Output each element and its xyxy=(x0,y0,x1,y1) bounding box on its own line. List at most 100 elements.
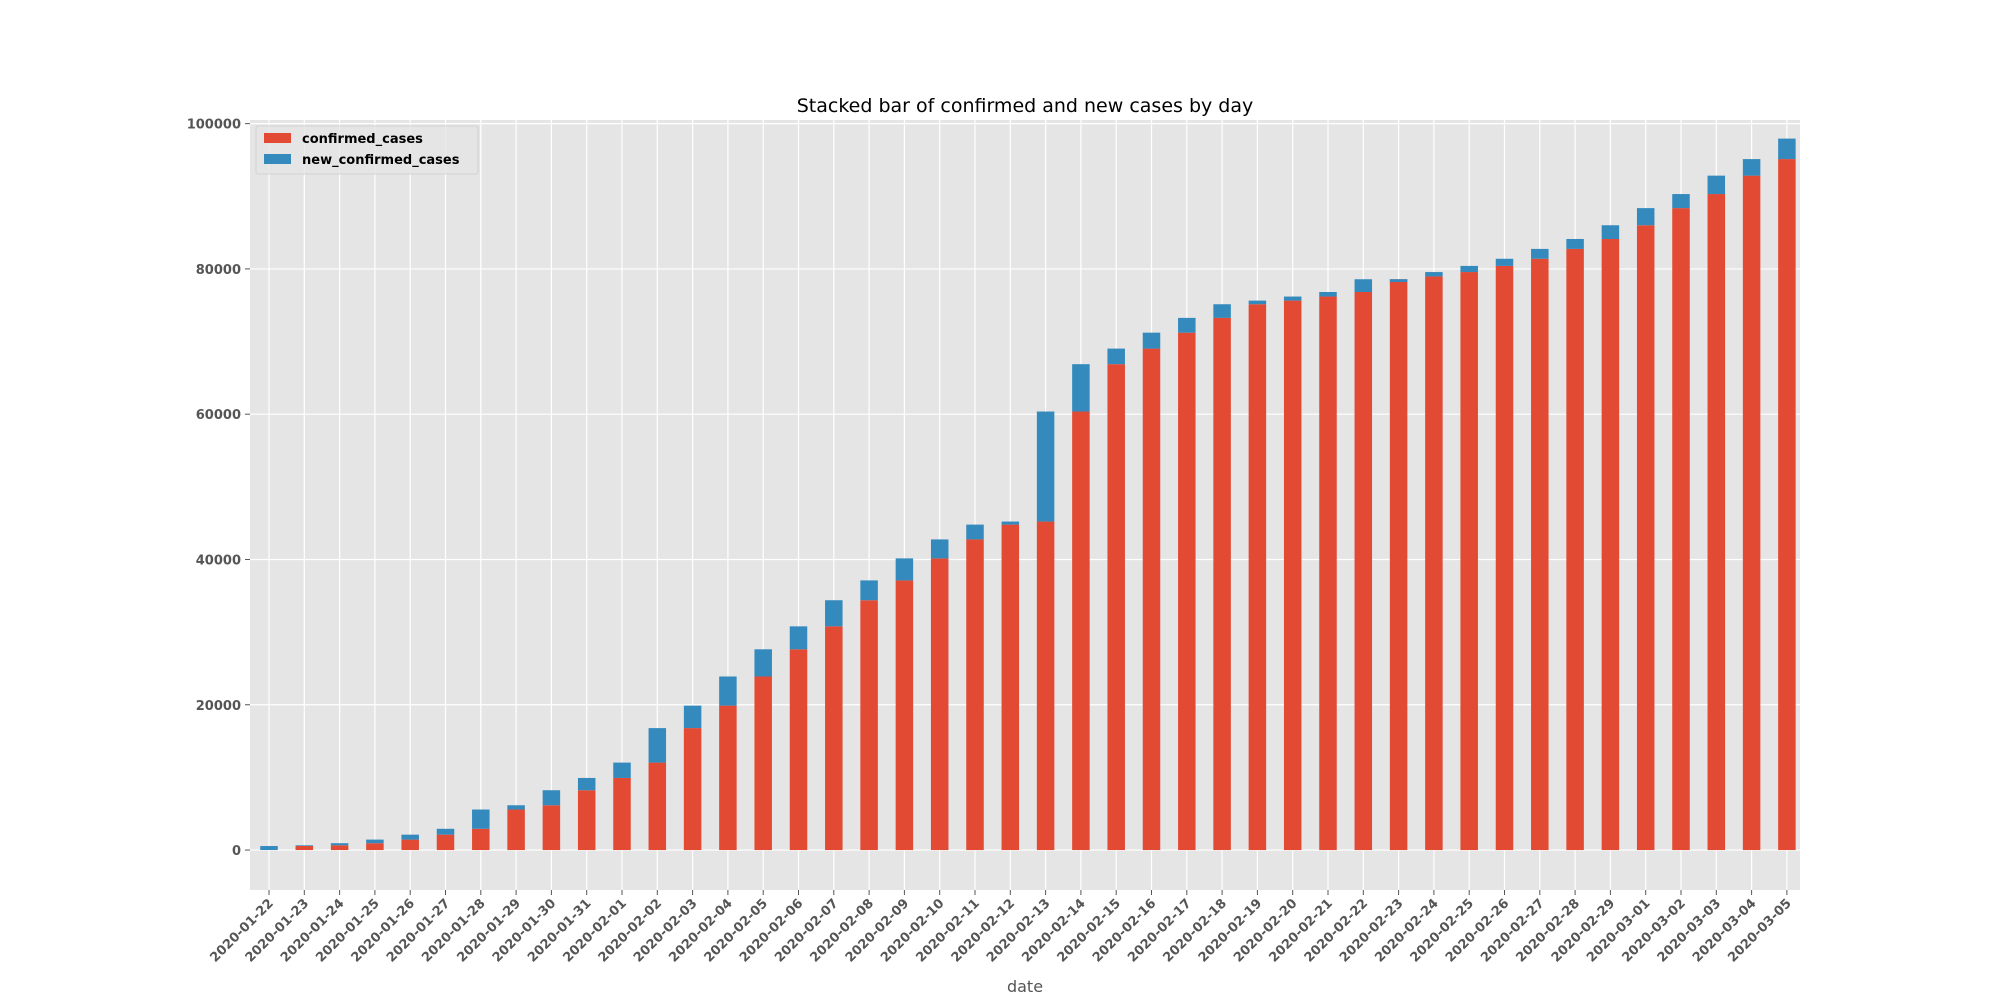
bar-new-confirmed xyxy=(1531,248,1549,259)
bar-confirmed xyxy=(1072,411,1090,851)
bar-new-confirmed xyxy=(295,845,314,847)
bar-new-confirmed xyxy=(366,839,384,844)
bar-confirmed xyxy=(1107,364,1125,851)
bar-new-confirmed xyxy=(1460,265,1478,273)
bar-new-confirmed xyxy=(401,834,419,840)
bar-new-confirmed xyxy=(825,600,843,627)
bar-new-confirmed xyxy=(1142,332,1161,349)
bar-new-confirmed xyxy=(260,846,278,851)
bar-confirmed xyxy=(966,539,984,851)
bar-confirmed xyxy=(1707,194,1726,851)
bar-confirmed xyxy=(542,805,561,851)
bar-new-confirmed xyxy=(1072,364,1090,412)
y-tick-label: 20000 xyxy=(196,699,241,714)
bar-new-confirmed xyxy=(1636,208,1655,226)
bars-group xyxy=(260,138,1796,851)
y-axis: 0 20000 40000 60000 80000 100000 xyxy=(187,118,250,859)
x-tick-label: 2020-03-05 xyxy=(1725,896,1794,965)
bar-new-confirmed xyxy=(1425,272,1443,277)
bar-new-confirmed xyxy=(895,558,914,581)
bar-new-confirmed xyxy=(1672,194,1690,209)
bar-new-confirmed xyxy=(1107,348,1125,365)
bar-confirmed xyxy=(1460,272,1478,851)
bar-confirmed xyxy=(683,728,702,851)
bar-confirmed xyxy=(930,558,949,851)
bar-confirmed xyxy=(1566,248,1584,851)
bar-confirmed xyxy=(1213,317,1231,851)
bar-new-confirmed xyxy=(1495,258,1514,266)
bar-new-confirmed xyxy=(789,626,808,650)
bar-new-confirmed xyxy=(1036,411,1055,522)
bar-new-confirmed xyxy=(1283,296,1302,301)
bar-confirmed xyxy=(1319,296,1337,851)
y-tick-label: 60000 xyxy=(196,408,241,423)
bar-confirmed xyxy=(719,705,737,851)
bar-confirmed xyxy=(577,790,596,851)
bar-confirmed xyxy=(472,828,490,851)
y-tick-label: 80000 xyxy=(196,263,241,278)
bar-confirmed xyxy=(1283,300,1302,851)
bar-new-confirmed xyxy=(1778,138,1796,160)
bar-confirmed xyxy=(1742,175,1761,851)
bar-confirmed xyxy=(895,580,914,851)
legend-swatch-new xyxy=(264,154,291,164)
bar-confirmed xyxy=(436,834,455,851)
bar-new-confirmed xyxy=(472,809,490,829)
bar-new-confirmed xyxy=(1742,159,1761,176)
bar-confirmed xyxy=(1389,279,1408,851)
bar-confirmed xyxy=(613,777,631,851)
bar-new-confirmed xyxy=(930,539,949,559)
bar-confirmed xyxy=(1778,159,1796,851)
bar-new-confirmed xyxy=(1213,304,1231,318)
bar-new-confirmed xyxy=(1354,279,1373,292)
bar-new-confirmed xyxy=(754,649,772,677)
legend-swatch-confirmed xyxy=(264,133,291,143)
y-tick-label: 40000 xyxy=(196,553,241,568)
bar-new-confirmed xyxy=(860,580,878,601)
y-tick-label: 0 xyxy=(232,844,241,859)
bar-new-confirmed xyxy=(507,805,525,810)
bar-confirmed xyxy=(295,846,314,851)
bar-new-confirmed xyxy=(966,524,984,540)
y-tick-label: 100000 xyxy=(187,118,241,133)
x-axis: 2020-01-222020-01-232020-01-242020-01-25… xyxy=(207,890,1795,966)
bar-confirmed xyxy=(1531,258,1549,851)
bar-confirmed xyxy=(366,843,384,851)
bar-confirmed xyxy=(1001,524,1020,851)
bar-new-confirmed xyxy=(1248,300,1267,305)
bar-new-confirmed xyxy=(719,676,737,706)
bar-confirmed xyxy=(1495,265,1514,851)
x-axis-label: date xyxy=(1007,977,1043,996)
bar-confirmed xyxy=(401,839,419,851)
bar-new-confirmed xyxy=(683,705,702,729)
bar-new-confirmed xyxy=(1178,317,1196,333)
bar-confirmed xyxy=(648,762,667,851)
bar-confirmed xyxy=(1248,304,1267,851)
legend-box xyxy=(255,125,479,175)
legend-label-new: new_confirmed_cases xyxy=(302,153,460,168)
bar-new-confirmed xyxy=(542,790,561,806)
bar-new-confirmed xyxy=(613,762,631,778)
bar-confirmed xyxy=(1601,238,1620,851)
bar-confirmed xyxy=(1425,276,1443,851)
bar-new-confirmed xyxy=(330,843,349,846)
bar-new-confirmed xyxy=(1389,279,1408,283)
legend-label-confirmed: confirmed_cases xyxy=(302,132,423,147)
bar-confirmed xyxy=(1354,291,1373,851)
chart-title: Stacked bar of confirmed and new cases b… xyxy=(797,95,1253,117)
bar-confirmed xyxy=(789,649,808,851)
bar-confirmed xyxy=(1036,521,1055,851)
bar-new-confirmed xyxy=(577,777,596,791)
bar-confirmed xyxy=(507,809,525,851)
legend: confirmed_cases new_confirmed_cases xyxy=(255,125,479,175)
bar-confirmed xyxy=(1636,225,1655,851)
bar-new-confirmed xyxy=(1707,175,1726,195)
bar-new-confirmed xyxy=(1001,521,1020,525)
bar-confirmed xyxy=(1178,332,1196,851)
bar-new-confirmed xyxy=(1601,225,1620,239)
bar-confirmed xyxy=(1142,348,1161,851)
bar-new-confirmed xyxy=(648,728,667,763)
bar-confirmed xyxy=(330,845,349,851)
bar-new-confirmed xyxy=(436,828,455,835)
